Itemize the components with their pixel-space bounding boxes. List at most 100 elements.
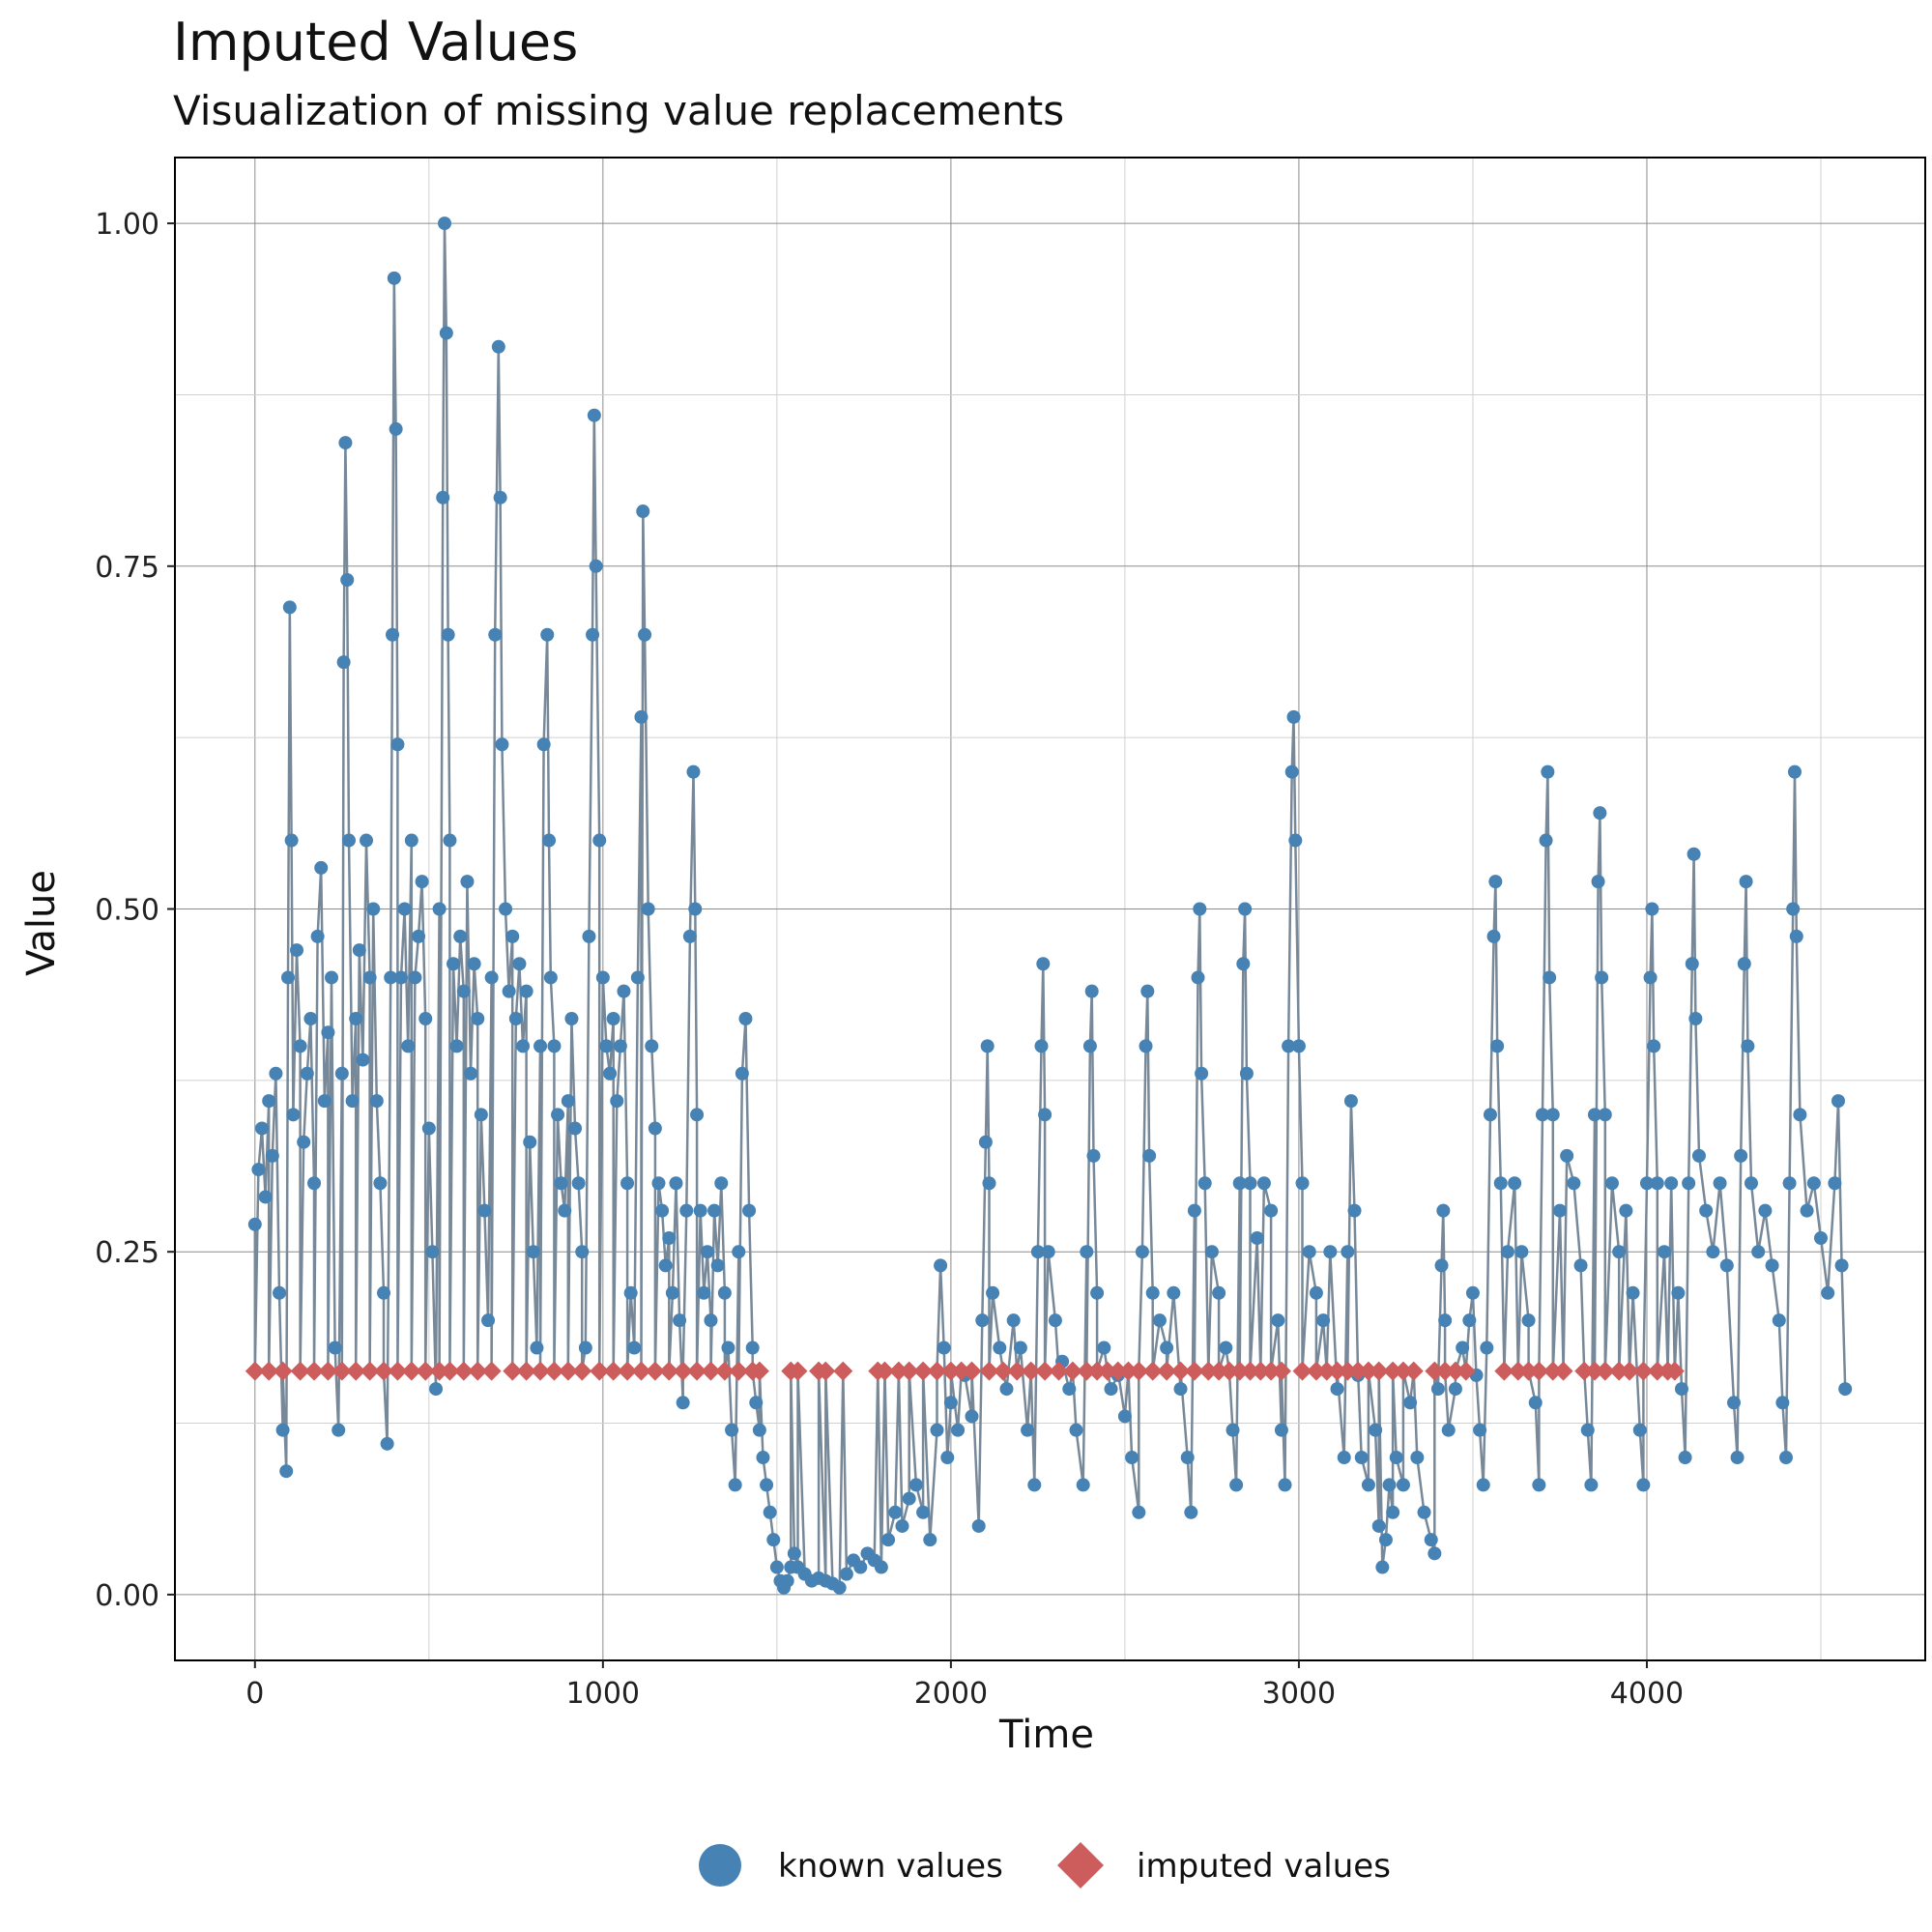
known-value-point [516, 1039, 531, 1053]
y-axis-title: Value [19, 870, 64, 976]
known-value-point [714, 1176, 729, 1191]
imputed-value-point [631, 1361, 651, 1381]
known-value-point [439, 326, 453, 340]
imputed-value-point [374, 1361, 394, 1381]
legend-known-label: known values [778, 1847, 1003, 1886]
imputed-value-point [388, 1361, 408, 1381]
imputed-value-point [1316, 1361, 1337, 1381]
known-value-point [1036, 957, 1051, 971]
imputed-value-point [304, 1361, 325, 1381]
known-value-point [1514, 1245, 1529, 1259]
imputed-value-point [913, 1361, 934, 1381]
known-value-point [721, 1341, 735, 1355]
known-values-points [247, 216, 1853, 1595]
known-value-point [438, 216, 452, 231]
known-value-point [682, 929, 697, 943]
known-value-point [1219, 1341, 1233, 1355]
known-value-point [523, 1135, 537, 1149]
known-value-point [1639, 1176, 1654, 1191]
known-value-point [526, 1245, 540, 1259]
known-value-point [1674, 1382, 1688, 1397]
known-value-point [606, 1012, 620, 1026]
known-value-point [1541, 764, 1555, 779]
known-value-point [1678, 1451, 1692, 1465]
series-path [253, 221, 1847, 1590]
imputed-value-point [332, 1361, 352, 1381]
imputed-value-point [1198, 1361, 1219, 1381]
known-value-point [314, 860, 329, 875]
known-value-point [334, 1066, 349, 1081]
known-value-point [1573, 1258, 1588, 1273]
imputed-value-point [1338, 1361, 1358, 1381]
known-value-point [401, 1039, 416, 1053]
known-value-point [1593, 806, 1607, 821]
imputed-value-point [1021, 1361, 1041, 1381]
known-value-point [258, 1190, 273, 1204]
known-value-point [380, 1436, 394, 1451]
known-value-point [1316, 1313, 1331, 1328]
known-value-point [493, 490, 507, 505]
known-value-point [543, 970, 558, 985]
known-value-point [1821, 1285, 1835, 1300]
known-value-point [1765, 1258, 1779, 1273]
known-value-point [763, 1505, 777, 1519]
known-value-point [397, 902, 412, 916]
imputed-value-point [645, 1361, 665, 1381]
known-value-point [418, 1012, 433, 1026]
known-value-point [1160, 1341, 1174, 1355]
known-value-point [1560, 1148, 1574, 1163]
known-value-point [1117, 1409, 1132, 1424]
x-tick-label: 3000 [1262, 1677, 1336, 1711]
known-value-point [551, 1108, 565, 1122]
known-value-point [592, 833, 607, 848]
imputed-value-point [1369, 1361, 1389, 1381]
known-value-point [895, 1518, 909, 1533]
known-value-point [1734, 1148, 1748, 1163]
imputed-value-point [1327, 1361, 1347, 1381]
known-value-point [338, 436, 353, 450]
known-value-point [1173, 1382, 1188, 1397]
known-value-point [386, 627, 400, 642]
known-value-point [732, 1245, 746, 1259]
known-value-point [1691, 1148, 1706, 1163]
known-value-point [651, 1176, 666, 1191]
known-value-point [1535, 1108, 1549, 1122]
known-value-point [1465, 1285, 1480, 1300]
imputed-value-point [1403, 1361, 1424, 1381]
known-value-point [282, 600, 297, 615]
imputed-value-point [1393, 1361, 1413, 1381]
known-value-point [993, 1341, 1007, 1355]
known-value-point [975, 1313, 990, 1328]
known-value-point [1375, 1560, 1390, 1574]
known-value-point [269, 1066, 283, 1081]
known-value-point [1741, 1039, 1755, 1053]
known-value-point [1139, 1039, 1153, 1053]
legend-known-swatch [699, 1844, 741, 1887]
known-value-point [1278, 1478, 1292, 1492]
known-value-point [1386, 1505, 1400, 1519]
known-value-point [634, 709, 649, 724]
known-value-point [387, 271, 401, 285]
known-value-point [1323, 1245, 1338, 1259]
known-value-point [1084, 984, 1099, 998]
known-value-point [1480, 1341, 1494, 1355]
chart-title: Imputed Values [173, 12, 579, 72]
known-value-point [342, 833, 357, 848]
imputed-value-point [1097, 1361, 1117, 1381]
imputed-value-point [481, 1361, 502, 1381]
known-value-point [1424, 1533, 1438, 1547]
known-value-point [1236, 957, 1251, 971]
imputed-value-point [962, 1361, 982, 1381]
imputed-value-point [1529, 1361, 1549, 1381]
known-value-point [481, 1313, 496, 1328]
known-value-point [345, 1094, 360, 1109]
known-value-point [735, 1066, 749, 1081]
known-value-point [336, 655, 351, 670]
known-value-point [1751, 1245, 1766, 1259]
known-value-point [760, 1478, 774, 1492]
known-value-point [340, 572, 355, 587]
known-value-point [1256, 1176, 1271, 1191]
known-value-point [1508, 1176, 1522, 1191]
known-value-point [595, 970, 610, 985]
imputed-value-point [1494, 1361, 1514, 1381]
